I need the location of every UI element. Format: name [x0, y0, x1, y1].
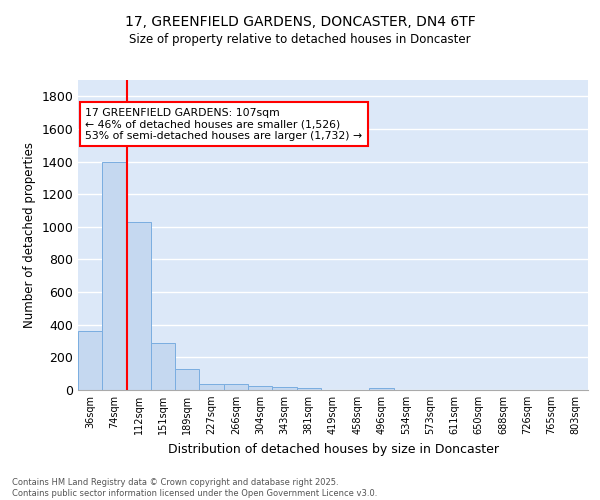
Text: 17 GREENFIELD GARDENS: 107sqm
← 46% of detached houses are smaller (1,526)
53% o: 17 GREENFIELD GARDENS: 107sqm ← 46% of d… — [85, 108, 362, 141]
Bar — [102, 162, 127, 390]
Bar — [78, 332, 102, 390]
Bar — [296, 388, 321, 390]
Bar — [199, 384, 224, 390]
Bar — [370, 388, 394, 390]
Text: Contains HM Land Registry data © Crown copyright and database right 2025.
Contai: Contains HM Land Registry data © Crown c… — [12, 478, 377, 498]
Bar — [272, 387, 296, 390]
X-axis label: Distribution of detached houses by size in Doncaster: Distribution of detached houses by size … — [167, 442, 499, 456]
Text: 17, GREENFIELD GARDENS, DONCASTER, DN4 6TF: 17, GREENFIELD GARDENS, DONCASTER, DN4 6… — [125, 15, 475, 29]
Bar — [127, 222, 151, 390]
Bar — [151, 342, 175, 390]
Text: Size of property relative to detached houses in Doncaster: Size of property relative to detached ho… — [129, 32, 471, 46]
Bar — [248, 386, 272, 390]
Y-axis label: Number of detached properties: Number of detached properties — [23, 142, 36, 328]
Bar — [175, 369, 199, 390]
Bar — [224, 384, 248, 390]
